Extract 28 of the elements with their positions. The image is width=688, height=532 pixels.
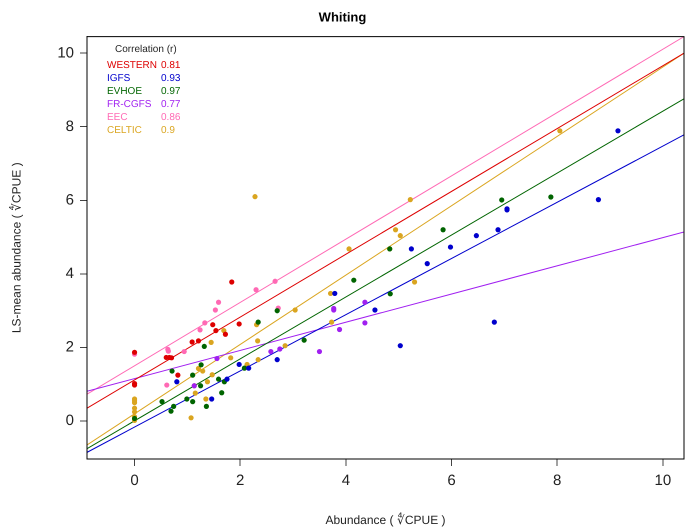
annotation: 0.93 (161, 72, 180, 85)
chart-title: Whiting (318, 9, 366, 24)
x-tick-label: 4 (342, 472, 350, 490)
y-tick-label: 10 (57, 44, 74, 62)
text: EEC (107, 110, 129, 124)
x-axis-title: Abundance ( ∜CPUE ) (325, 513, 446, 528)
annotation: 0.86 (161, 110, 180, 124)
annotation: 0.9 (161, 124, 175, 137)
y-axis-title: LS-mean abundance ( ∜CPUE ) (10, 162, 24, 334)
legend-title: Correlation (r) (115, 42, 178, 56)
y-tick-label: 8 (66, 118, 74, 135)
x-tick-label: 8 (553, 472, 562, 490)
y-tick-label: 0 (66, 412, 74, 430)
annotation: 0.77 (161, 98, 180, 111)
x-tick-label: 10 (654, 472, 672, 490)
annotation: 0.81 (161, 58, 180, 72)
y-tick-label: 4 (66, 265, 74, 282)
y-tick-label: 6 (66, 191, 74, 208)
x-tick-label: 2 (236, 472, 244, 490)
annotation: 0.97 (161, 84, 180, 98)
text: CELTIC (107, 124, 143, 137)
x-tick-label: 0 (130, 472, 139, 490)
text: FR-CGFS (107, 98, 152, 111)
x-tick-label: 6 (447, 472, 456, 490)
y-tick-label: 2 (66, 338, 74, 356)
text: WESTERN (107, 58, 158, 72)
text: IGFS (107, 72, 132, 85)
text: EVHOE (107, 84, 144, 98)
